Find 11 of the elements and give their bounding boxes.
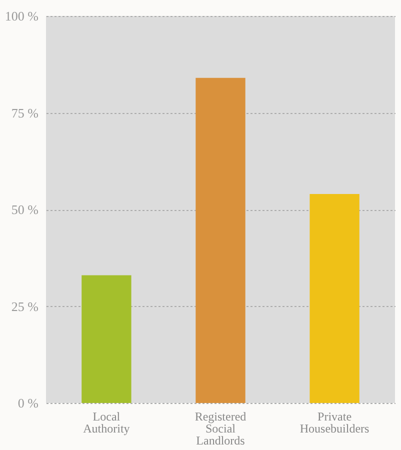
x-tick-label: Private Housebuilders: [300, 410, 370, 436]
y-tick-label: 100 %: [4, 8, 39, 24]
x-tick-label: Registered Social Landlords: [194, 410, 246, 448]
x-tick-label: Local Authority: [83, 410, 130, 436]
bar: [82, 275, 132, 403]
y-tick-label: 75 %: [11, 105, 39, 120]
bar: [196, 78, 246, 403]
bar: [310, 194, 360, 403]
y-tick-label: 50 %: [11, 202, 39, 217]
y-tick-label: 0 %: [18, 396, 39, 410]
y-tick-label: 25 %: [11, 298, 39, 314]
